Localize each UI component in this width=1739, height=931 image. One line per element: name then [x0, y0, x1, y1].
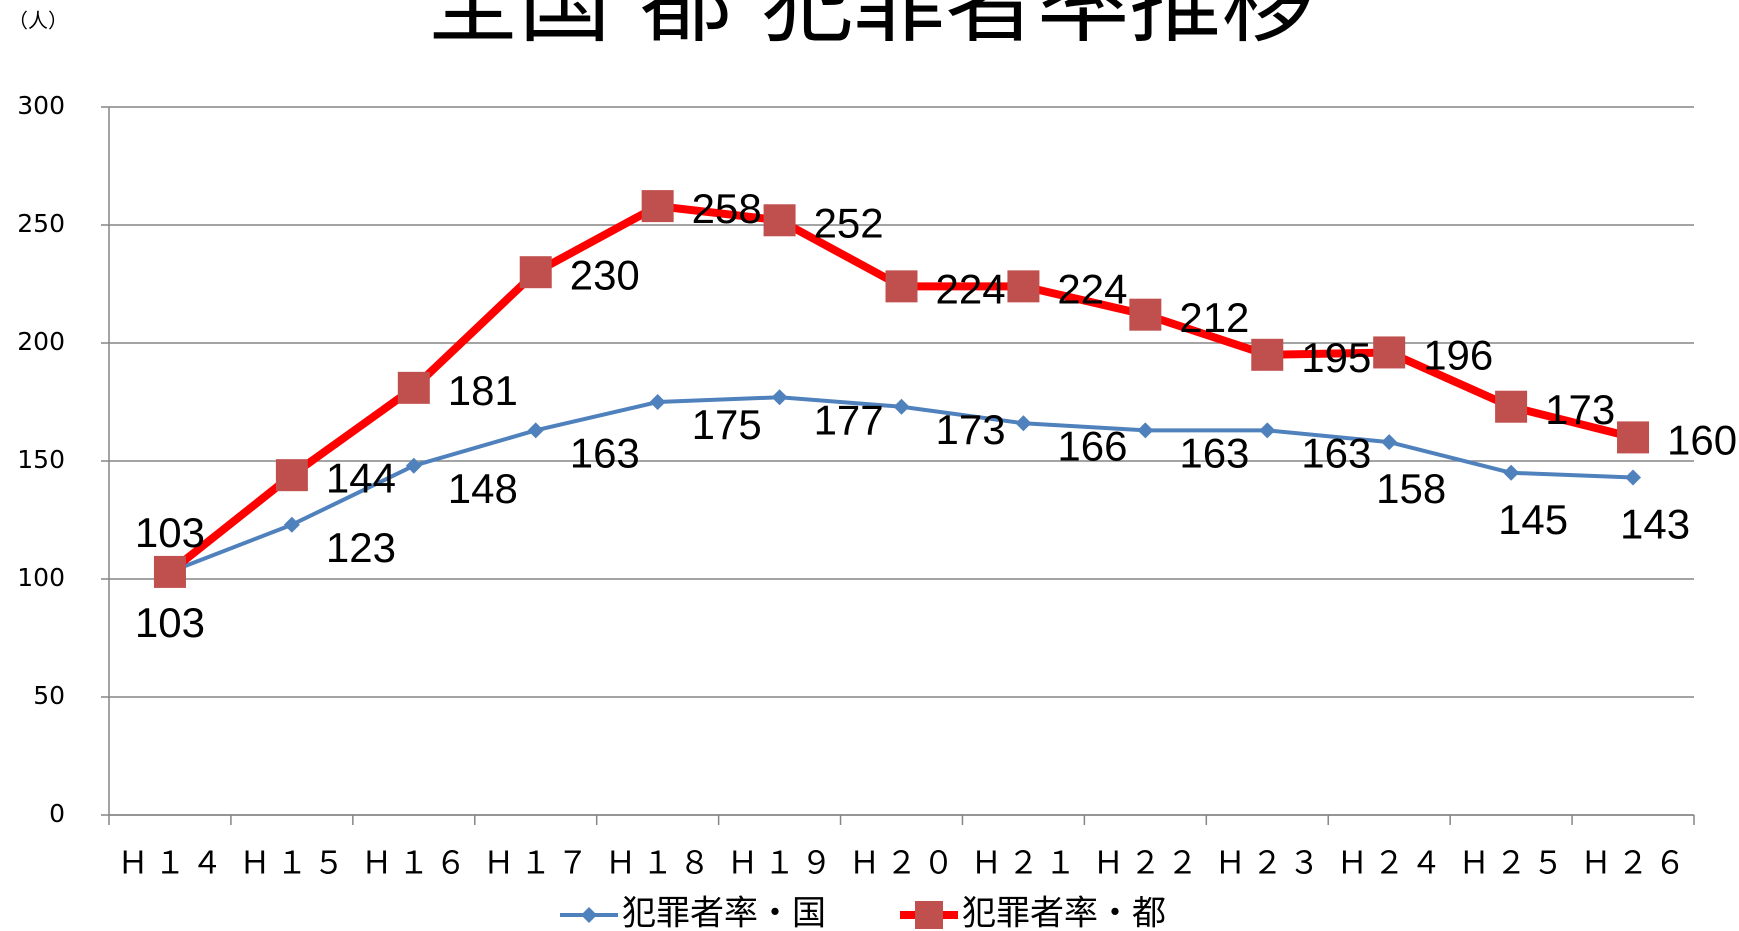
data-point — [1007, 270, 1040, 303]
data-label: 175 — [692, 401, 762, 448]
data-point — [275, 459, 308, 492]
y-tick-label: 250 — [17, 209, 65, 238]
y-tick-label: 50 — [33, 681, 65, 710]
data-point — [1137, 422, 1154, 439]
data-label: 144 — [326, 454, 396, 501]
y-tick-label: 0 — [49, 799, 65, 828]
x-tick-label: Ｈ２６ — [1581, 846, 1692, 882]
legend-marker — [581, 907, 597, 923]
unit-label: （人） — [8, 9, 68, 33]
data-point — [153, 555, 186, 588]
legend-marker — [915, 901, 943, 929]
data-label: 163 — [570, 429, 640, 476]
y-tick-label: 200 — [17, 327, 65, 356]
data-point — [1495, 390, 1528, 423]
x-tick-label: Ｈ２３ — [1215, 846, 1326, 882]
legend-label: 犯罪者率・都 — [962, 894, 1166, 931]
data-point — [1625, 469, 1642, 486]
x-tick-label: Ｈ１７ — [483, 846, 594, 882]
data-point — [405, 457, 422, 474]
data-point — [893, 398, 910, 415]
data-label: 143 — [1620, 501, 1690, 548]
y-tick-label: 100 — [17, 563, 65, 592]
data-point — [1259, 422, 1276, 439]
x-tick-label: Ｈ２１ — [971, 846, 1082, 882]
x-tick-label: Ｈ２４ — [1337, 846, 1448, 882]
data-label: 163 — [1301, 429, 1371, 476]
data-label: 148 — [448, 465, 518, 512]
x-tick-label: Ｈ２５ — [1459, 846, 1570, 882]
data-point — [885, 270, 918, 303]
data-point — [1373, 336, 1406, 369]
data-label: 177 — [814, 396, 884, 443]
x-tick-label: Ｈ１６ — [361, 846, 472, 882]
data-point — [1617, 421, 1650, 454]
data-label: 158 — [1376, 465, 1446, 512]
data-label: 230 — [570, 251, 640, 298]
data-label: 103 — [135, 599, 205, 646]
x-tick-label: Ｈ２２ — [1093, 846, 1204, 882]
x-tick-label: Ｈ１９ — [727, 846, 838, 882]
data-label: 173 — [936, 406, 1006, 453]
data-point — [519, 256, 552, 289]
x-tick-label: Ｈ１８ — [605, 846, 716, 882]
chart-title: 全国 都 犯罪者率推移 — [427, 0, 1314, 55]
series-line — [167, 202, 1635, 576]
data-point — [763, 204, 796, 237]
data-point — [1503, 464, 1520, 481]
data-label: 224 — [1057, 265, 1127, 312]
data-label: 196 — [1423, 332, 1493, 379]
data-point — [1381, 434, 1398, 451]
data-label: 160 — [1667, 416, 1737, 463]
data-label: 163 — [1179, 429, 1249, 476]
data-label: 181 — [448, 367, 518, 414]
data-label: 145 — [1498, 496, 1568, 543]
data-point — [1251, 338, 1284, 371]
data-point — [771, 389, 788, 406]
data-label: 123 — [326, 524, 396, 571]
x-tick-label: Ｈ１４ — [117, 846, 228, 882]
data-label: 252 — [814, 199, 884, 246]
y-tick-label: 150 — [17, 445, 65, 474]
legend-label: 犯罪者率・国 — [622, 894, 826, 931]
data-label: 173 — [1545, 386, 1615, 433]
data-point — [649, 394, 666, 410]
data-label: 103 — [135, 509, 205, 556]
data-point — [283, 516, 300, 533]
data-point — [641, 190, 674, 223]
data-point — [397, 371, 430, 404]
y-tick-label: 300 — [17, 91, 65, 120]
data-point — [527, 422, 544, 439]
data-label: 258 — [692, 185, 762, 232]
data-label: 212 — [1179, 294, 1249, 341]
x-tick-label: Ｈ１５ — [239, 846, 350, 882]
data-point — [1129, 298, 1162, 331]
x-tick-label: Ｈ２０ — [849, 846, 960, 882]
data-point — [1015, 415, 1032, 432]
data-label: 166 — [1057, 422, 1127, 469]
data-label: 224 — [936, 265, 1006, 312]
data-label: 195 — [1301, 334, 1371, 381]
